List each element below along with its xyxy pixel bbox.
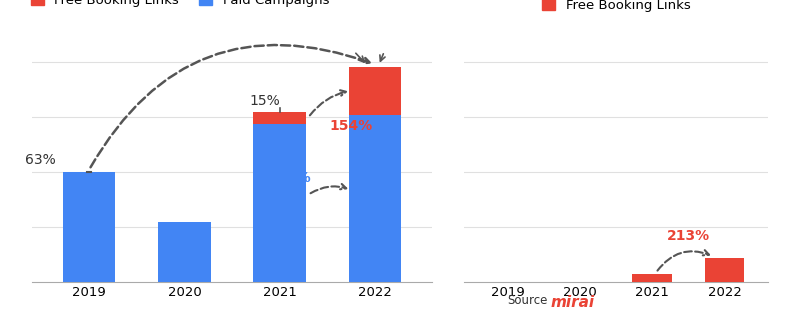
- Text: mirai: mirai: [550, 295, 594, 310]
- Legend: Free Booking Links: Free Booking Links: [537, 0, 695, 17]
- Bar: [705, 258, 745, 282]
- Bar: [632, 274, 672, 282]
- Bar: [158, 222, 210, 282]
- Bar: [254, 112, 306, 124]
- Text: 63%: 63%: [25, 154, 56, 167]
- Bar: [63, 172, 115, 282]
- Bar: [349, 115, 401, 282]
- Bar: [254, 124, 306, 282]
- Text: 213%: 213%: [667, 229, 710, 244]
- Text: Source: Source: [508, 294, 548, 307]
- Bar: [349, 67, 401, 115]
- Text: 4%: 4%: [287, 171, 311, 185]
- Text: 154%: 154%: [329, 119, 372, 133]
- Legend: Free Booking Links, Paid Campaigns: Free Booking Links, Paid Campaigns: [30, 0, 329, 7]
- Text: 15%: 15%: [249, 94, 280, 108]
